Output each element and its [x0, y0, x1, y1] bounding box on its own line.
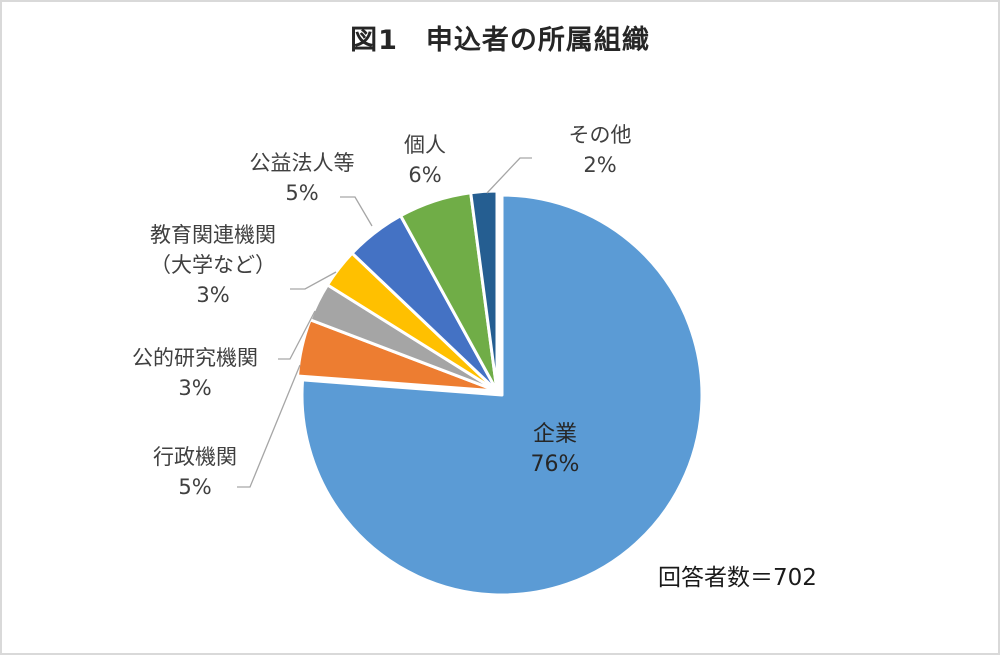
leader-line-gyosei [237, 364, 301, 488]
label-pct: 3% [178, 376, 212, 400]
label-pct: 5% [178, 475, 212, 499]
label-name: 公的研究機関 [132, 346, 258, 370]
chart-title: 図1 申込者の所属組織 [350, 25, 650, 56]
data-label-kigyo: 企業 76% [500, 420, 610, 480]
label-name-line1: 教育関連機関 [150, 223, 276, 247]
leader-line-kyoiku [290, 271, 337, 290]
label-name: 企業 [532, 422, 577, 447]
data-label-kojin: 個人 6% [385, 130, 465, 190]
data-label-koteki: 公的研究機関 3% [110, 343, 280, 403]
label-pct: 5% [285, 181, 319, 205]
leader-line-koteki [278, 310, 316, 360]
label-name: その他 [568, 123, 632, 147]
respondent-count: 回答者数＝702 [658, 565, 817, 591]
label-pct: 76% [530, 452, 580, 477]
label-pct: 2% [583, 153, 617, 177]
data-label-koeki: 公益法人等 5% [232, 148, 372, 208]
pie-slice-sonota [469, 189, 499, 393]
leader-lines [237, 157, 532, 488]
label-pct: 6% [408, 163, 442, 187]
leader-line-sonota [486, 157, 532, 194]
label-name: 公益法人等 [249, 151, 355, 175]
data-label-kyoiku: 教育関連機関 （大学など） 3% [128, 220, 298, 310]
pie-slice-kigyo [300, 193, 704, 597]
data-label-gyosei: 行政機関 5% [140, 442, 250, 502]
label-name-line2: （大学など） [150, 253, 276, 277]
label-name: 個人 [404, 133, 446, 157]
label-name: 行政機関 [153, 445, 237, 469]
data-label-sonota: その他 2% [555, 120, 645, 180]
leader-line-koeki [340, 196, 373, 227]
label-pct: 3% [196, 283, 230, 307]
pie-slices [296, 189, 704, 597]
